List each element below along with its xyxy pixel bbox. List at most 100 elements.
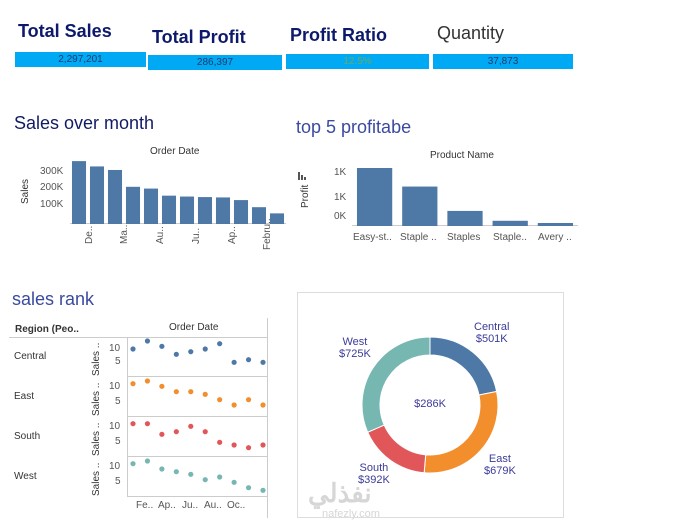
rank-dot[interactable] <box>245 445 252 451</box>
sales-over-month-header: Order Date <box>150 146 200 157</box>
segment-name: Central <box>474 321 510 333</box>
rank-dot[interactable] <box>144 378 151 384</box>
order-date-header: Order Date <box>169 322 219 333</box>
bar[interactable] <box>197 197 213 224</box>
bar[interactable] <box>89 166 105 224</box>
kpi-value-profit-ratio[interactable]: 12.5% <box>286 54 429 69</box>
rank-dot[interactable] <box>130 421 136 427</box>
row-label-east: East <box>14 391 35 402</box>
top5-chart[interactable] <box>352 164 578 226</box>
rank-dot[interactable] <box>202 477 208 483</box>
rank-dot[interactable] <box>202 391 208 397</box>
x-tick: Ap.. <box>158 500 176 511</box>
top5-ylabel: Profit <box>300 184 311 208</box>
rank-dot[interactable] <box>231 442 237 448</box>
measure-label: Sales .. <box>91 382 102 416</box>
rank-dot[interactable] <box>217 341 223 347</box>
row-label-south: South <box>14 431 41 442</box>
rank-dot[interactable] <box>245 485 252 491</box>
segment-value: $679K <box>484 465 516 477</box>
rank-dot[interactable] <box>188 471 194 477</box>
sales-over-month-title: Sales over month <box>14 113 155 133</box>
x-tick: Febru.. <box>262 218 273 250</box>
donut-chart[interactable] <box>298 293 563 517</box>
rank-dot[interactable] <box>130 346 136 352</box>
x-tick: Easy-st.. <box>353 232 392 243</box>
rank-dot[interactable] <box>260 442 266 448</box>
bar[interactable] <box>233 200 249 224</box>
rank-dot[interactable] <box>231 402 237 408</box>
rank-dot[interactable] <box>130 381 136 387</box>
rank-dot[interactable] <box>202 429 208 435</box>
donut-label-east: East $679K <box>484 453 516 477</box>
rank-dot[interactable] <box>173 389 179 395</box>
kpi-title-total-profit: Total Profit <box>152 27 246 47</box>
region-header[interactable]: Region (Peo.. <box>15 324 79 335</box>
bar[interactable] <box>537 223 574 226</box>
rank-dot[interactable] <box>144 338 151 344</box>
bar[interactable] <box>161 195 177 224</box>
bar[interactable] <box>447 210 483 226</box>
rank-dot[interactable] <box>260 402 266 408</box>
rank-dot[interactable] <box>188 349 194 355</box>
bar[interactable] <box>215 197 231 224</box>
donut-segment-central[interactable] <box>429 336 498 396</box>
y-tick: 10 <box>109 343 121 354</box>
top5-title: top 5 profitabe <box>296 117 412 137</box>
rank-dot[interactable] <box>217 397 223 403</box>
rank-dot[interactable] <box>130 461 136 467</box>
rank-dot[interactable] <box>245 357 252 363</box>
bar[interactable] <box>269 213 285 224</box>
bar[interactable] <box>492 220 528 226</box>
rank-dot[interactable] <box>202 346 208 352</box>
kpi-value-total-sales[interactable]: 2,297,201 <box>15 52 146 67</box>
x-tick: Ap.. <box>227 226 238 244</box>
bar[interactable] <box>71 161 87 224</box>
divider <box>9 337 267 338</box>
donut-label-south: South $392K <box>358 462 390 486</box>
bar[interactable] <box>107 169 123 224</box>
x-tick: Fe.. <box>136 500 154 511</box>
kpi-value-total-profit[interactable]: 286,397 <box>148 55 282 70</box>
rank-dot[interactable] <box>144 421 151 427</box>
sales-rank-chart[interactable] <box>127 337 267 497</box>
y-tick: 200K <box>40 182 64 193</box>
rank-dot[interactable] <box>159 431 165 437</box>
x-tick: Au.. <box>155 226 166 244</box>
bar[interactable] <box>125 186 141 224</box>
rank-dot[interactable] <box>217 474 223 480</box>
rank-dot[interactable] <box>159 383 165 389</box>
rank-dot[interactable] <box>144 458 151 464</box>
rank-dot[interactable] <box>188 423 194 429</box>
rank-dot[interactable] <box>188 389 194 395</box>
rank-dot[interactable] <box>173 469 179 475</box>
rank-dot[interactable] <box>231 479 237 485</box>
x-tick: Au.. <box>204 500 222 511</box>
bar[interactable] <box>143 188 159 224</box>
bar[interactable] <box>251 207 267 224</box>
bar[interactable] <box>402 186 438 226</box>
x-tick: De.. <box>84 225 95 244</box>
bar[interactable] <box>179 196 195 224</box>
watermark-logo: نفذلي <box>308 478 372 508</box>
rank-dot[interactable] <box>173 429 179 435</box>
rank-dot[interactable] <box>173 351 179 357</box>
sort-icon[interactable] <box>298 167 306 180</box>
y-tick: 5 <box>115 356 121 367</box>
rank-dot[interactable] <box>231 359 237 365</box>
rank-dot[interactable] <box>159 466 165 472</box>
rank-dot[interactable] <box>260 359 266 365</box>
segment-name: South <box>359 462 389 474</box>
x-tick: Avery .. <box>538 232 572 243</box>
sales-over-month-chart[interactable] <box>70 158 286 224</box>
donut-segment-west[interactable] <box>361 336 431 433</box>
rank-dot[interactable] <box>159 343 165 349</box>
rank-dot[interactable] <box>260 487 266 493</box>
y-tick: 1K <box>334 167 347 178</box>
y-tick: 5 <box>115 476 121 487</box>
x-tick: Ju.. <box>191 227 202 244</box>
kpi-value-quantity[interactable]: 37,873 <box>433 54 573 69</box>
bar[interactable] <box>356 168 393 226</box>
rank-dot[interactable] <box>245 397 252 403</box>
rank-dot[interactable] <box>217 439 223 445</box>
